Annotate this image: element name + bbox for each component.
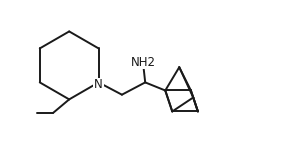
Text: NH2: NH2	[131, 56, 156, 69]
Text: N: N	[94, 78, 103, 91]
